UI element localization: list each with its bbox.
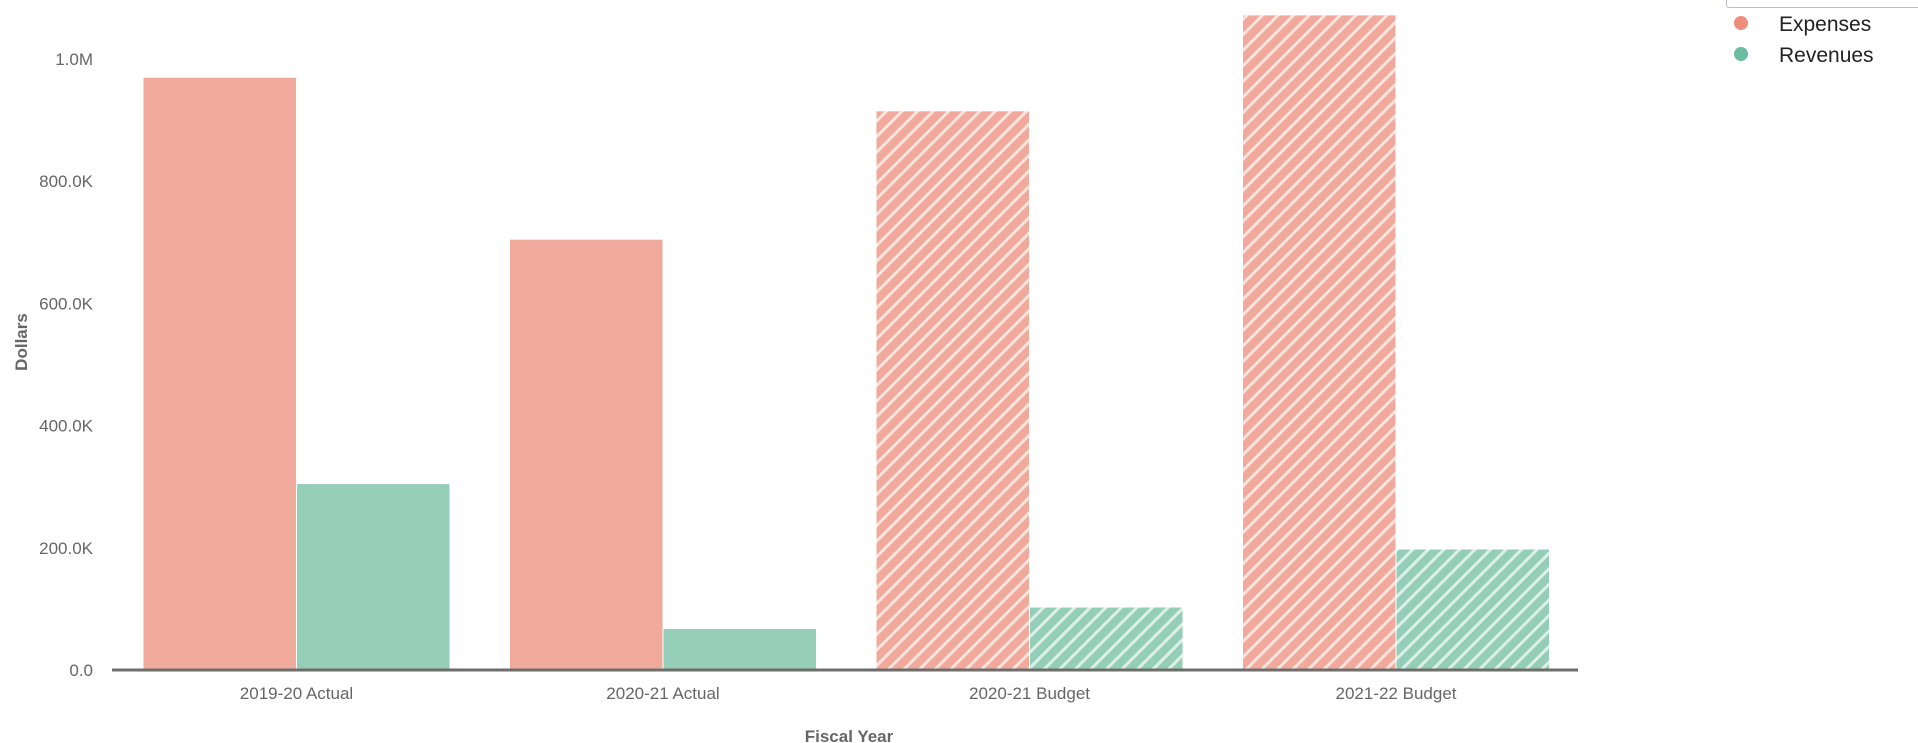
- legend-marker-revenues: [1734, 47, 1748, 61]
- legend-marker-expenses: [1734, 16, 1748, 30]
- legend-item-expenses[interactable]: Expenses: [1734, 13, 1871, 36]
- bar-revenues-2[interactable]: [1029, 606, 1184, 671]
- legend: Expenses Revenues: [1734, 13, 1874, 67]
- bar-expenses-1[interactable]: [509, 238, 664, 671]
- y-tick-label: 200.0K: [39, 539, 94, 558]
- x-tick-label: 2021-22 Budget: [1336, 684, 1457, 703]
- bar-revenues-0[interactable]: [296, 483, 451, 671]
- y-tick-label: 400.0K: [39, 417, 94, 436]
- legend-label: Revenues: [1779, 44, 1874, 67]
- y-tick-label: 0.0: [69, 661, 93, 680]
- y-tick-label: 600.0K: [39, 294, 94, 313]
- bar-expenses-3[interactable]: [1242, 14, 1397, 671]
- x-tick-label: 2020-21 Actual: [606, 684, 719, 703]
- legend-frame: [1726, 0, 1918, 8]
- legend-label: Expenses: [1779, 13, 1871, 36]
- bar-revenues-3[interactable]: [1395, 548, 1550, 671]
- bar-revenues-1[interactable]: [662, 627, 817, 671]
- bar-expenses-2[interactable]: [875, 110, 1030, 671]
- bars-group: [142, 14, 1550, 671]
- x-axis-ticks: 2019-20 Actual 2020-21 Actual 2020-21 Budg…: [240, 684, 1457, 703]
- legend-item-revenues[interactable]: Revenues: [1734, 44, 1874, 67]
- x-tick-label: 2020-21 Budget: [969, 684, 1090, 703]
- x-axis-title: Fiscal Year: [805, 727, 894, 743]
- y-axis-title: Dollars: [12, 313, 31, 371]
- y-tick-label: 1.0M: [55, 50, 93, 69]
- x-tick-label: 2019-20 Actual: [240, 684, 353, 703]
- y-axis-ticks: 0.0 200.0K 400.0K 600.0K 800.0K 1.0M: [39, 50, 94, 680]
- y-tick-label: 800.0K: [39, 172, 94, 191]
- bar-expenses-0[interactable]: [142, 76, 297, 671]
